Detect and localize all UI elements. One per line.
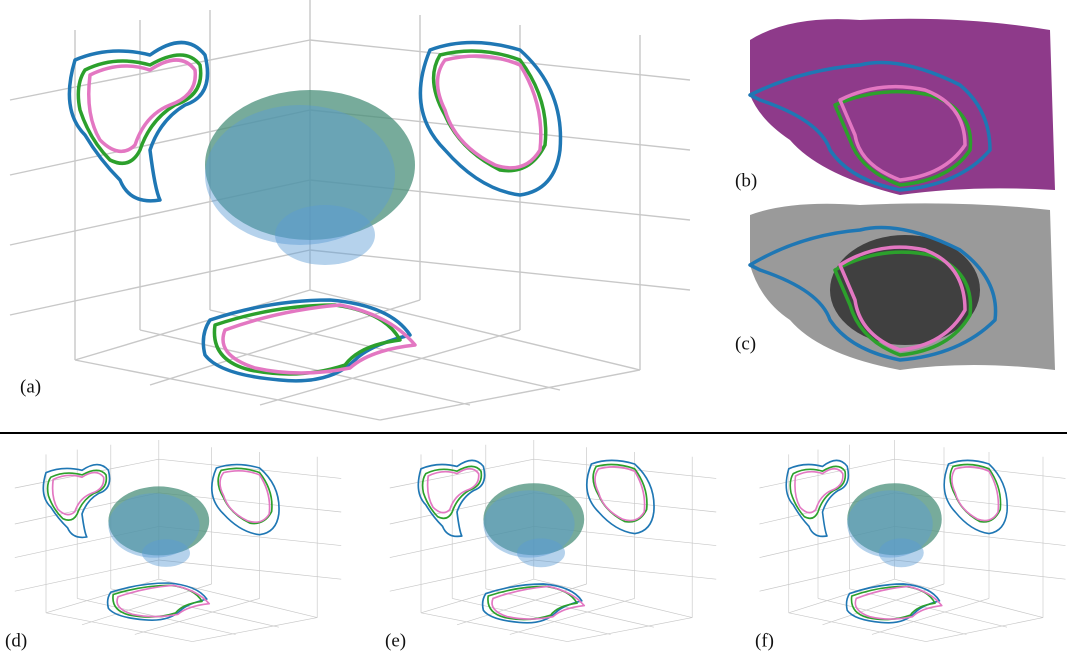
panel-label: (c) — [735, 333, 756, 354]
segmentation — [43, 465, 279, 621]
histology-slice — [750, 19, 1055, 195]
panel-label: (a) — [20, 376, 41, 397]
panel-label: (f) — [755, 630, 774, 651]
panel-label: (e) — [385, 630, 406, 651]
page: (a) (b) (c) (d) (e) (f) (() => { const d… — [0, 0, 1067, 658]
panel-label: (b) — [735, 170, 757, 191]
figure: (a) (b) (c) (d) (e) (f) — [0, 0, 1067, 658]
panel-label: (d) — [5, 630, 27, 651]
